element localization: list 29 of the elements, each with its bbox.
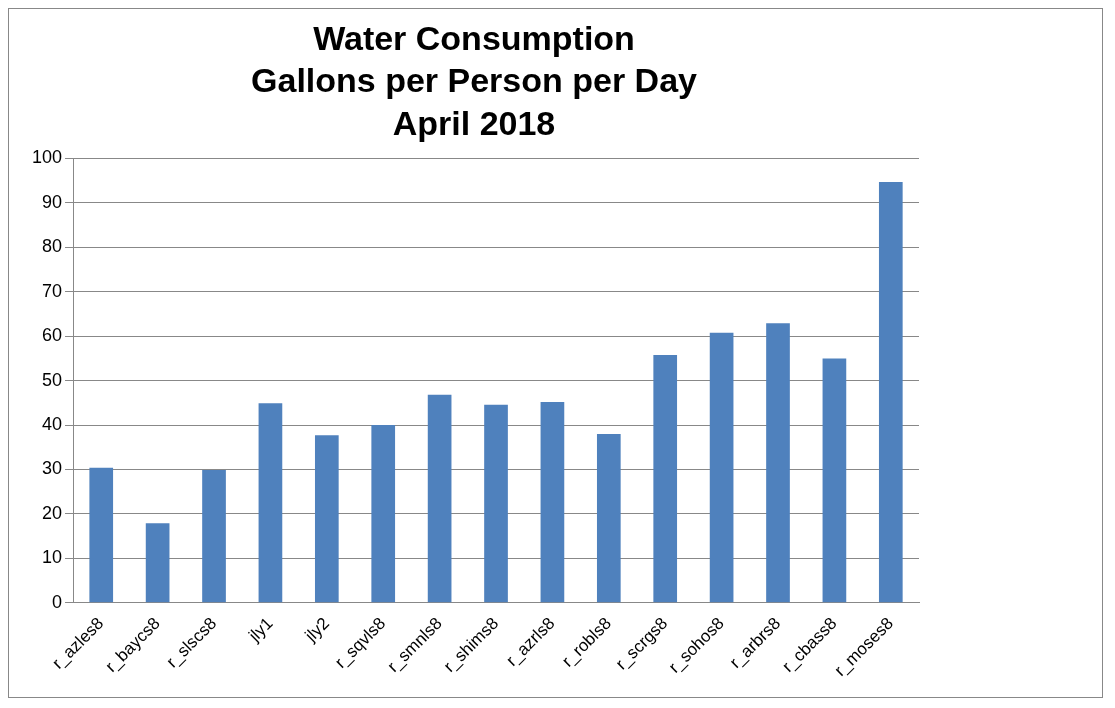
y-tick-label: 40 xyxy=(42,414,63,435)
bar xyxy=(145,523,170,603)
x-tick-label: jly2 xyxy=(300,613,333,646)
bar xyxy=(202,469,226,603)
bar xyxy=(314,435,339,603)
y-tick-label: 80 xyxy=(42,236,63,257)
x-tick-label: jly1 xyxy=(244,613,277,646)
y-tick-label: 0 xyxy=(52,591,63,612)
y-tick-label: 90 xyxy=(42,191,63,212)
y-tick-label: 10 xyxy=(42,547,63,568)
bar xyxy=(709,332,734,603)
y-tick-label: 20 xyxy=(42,502,63,523)
bar xyxy=(878,182,903,603)
bar xyxy=(484,404,508,603)
bar xyxy=(258,403,283,603)
chart-title: Water Consumption Gallons per Person per Day April 2018 xyxy=(251,18,698,142)
y-tick-label: 70 xyxy=(42,280,63,301)
bar xyxy=(766,323,790,603)
bar xyxy=(822,358,847,603)
bar xyxy=(653,354,678,603)
y-tick-label: 30 xyxy=(42,458,63,479)
bar xyxy=(89,467,114,603)
bar xyxy=(540,401,565,603)
y-tick-label: 60 xyxy=(42,325,63,346)
bar xyxy=(427,394,452,603)
y-tick-label: 50 xyxy=(42,369,63,390)
bar xyxy=(596,433,621,603)
y-tick-label: 100 xyxy=(31,147,63,168)
bar xyxy=(371,425,396,603)
